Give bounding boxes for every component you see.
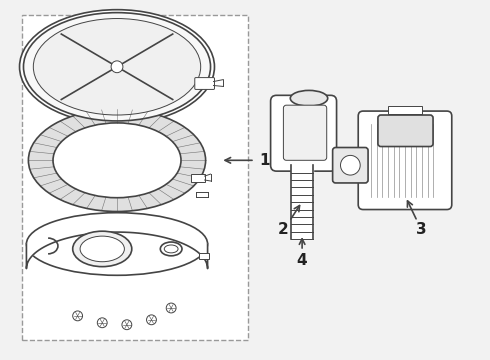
Circle shape bbox=[122, 320, 132, 330]
Text: 3: 3 bbox=[416, 222, 427, 237]
FancyBboxPatch shape bbox=[333, 148, 368, 183]
Polygon shape bbox=[26, 232, 208, 269]
Ellipse shape bbox=[341, 156, 360, 175]
Circle shape bbox=[166, 303, 176, 313]
Ellipse shape bbox=[53, 123, 181, 198]
Ellipse shape bbox=[290, 90, 328, 106]
Bar bbox=[191, 174, 205, 182]
Ellipse shape bbox=[33, 18, 201, 115]
Bar bbox=[199, 253, 209, 259]
Circle shape bbox=[111, 61, 123, 73]
Ellipse shape bbox=[80, 236, 124, 262]
Circle shape bbox=[98, 318, 107, 328]
FancyBboxPatch shape bbox=[195, 78, 215, 89]
Ellipse shape bbox=[20, 10, 215, 124]
Ellipse shape bbox=[26, 213, 208, 275]
FancyBboxPatch shape bbox=[283, 105, 327, 160]
Text: 1: 1 bbox=[260, 153, 270, 168]
Ellipse shape bbox=[164, 245, 178, 253]
Text: 2: 2 bbox=[278, 222, 289, 237]
Bar bbox=[22, 15, 248, 339]
FancyBboxPatch shape bbox=[378, 115, 433, 147]
FancyBboxPatch shape bbox=[270, 95, 337, 171]
Circle shape bbox=[147, 315, 156, 325]
Ellipse shape bbox=[24, 13, 211, 121]
Ellipse shape bbox=[28, 109, 206, 212]
Ellipse shape bbox=[73, 231, 132, 267]
Ellipse shape bbox=[160, 242, 182, 256]
Circle shape bbox=[73, 311, 82, 321]
Bar bbox=[388, 106, 422, 114]
FancyBboxPatch shape bbox=[358, 111, 452, 210]
Text: 4: 4 bbox=[297, 253, 307, 268]
